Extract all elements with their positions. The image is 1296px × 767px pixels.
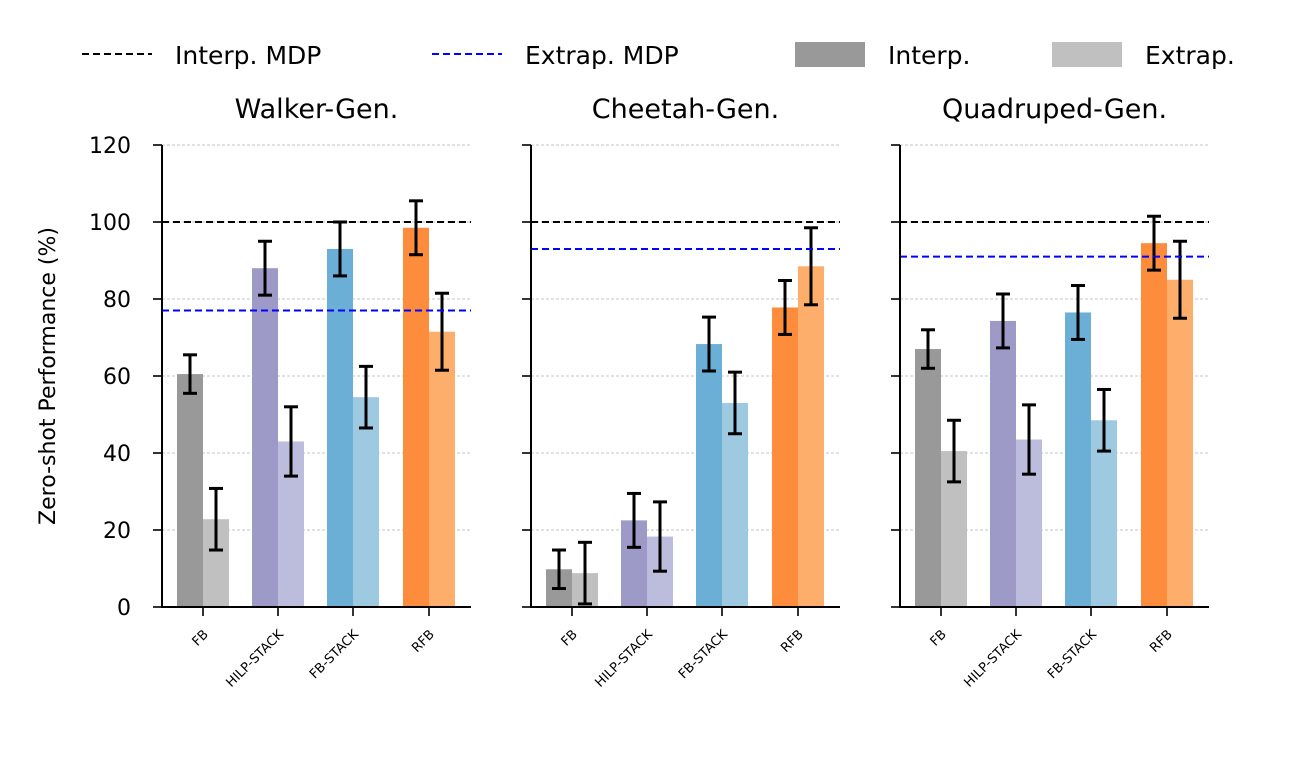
x-tick-label-hilp-stack: HILP-STACK xyxy=(593,627,657,691)
errbar-interp-hilp-stack xyxy=(996,292,1010,350)
bar-extrap-fb-stack xyxy=(722,402,748,607)
y-tick-label-0: 0 xyxy=(117,596,131,621)
x-tick-label-fb: FB xyxy=(928,627,950,649)
panel-title: Quadruped-Gen. xyxy=(942,94,1167,125)
errbar-interp-fb xyxy=(921,328,935,370)
legend-item-3: Extrap. xyxy=(1052,41,1235,70)
errbar-extrap-fb xyxy=(578,540,592,606)
errbar-extrap-rfb xyxy=(804,226,818,307)
x-tick-label-rfb: RFB xyxy=(778,627,807,656)
errbar-interp-fb-stack xyxy=(702,315,716,373)
x-tick-label-fb-stack: FB-STACK xyxy=(307,627,362,682)
legend-item-2: Interp. xyxy=(795,41,971,70)
legend-label-0: Interp. MDP xyxy=(175,41,321,70)
x-tick-label-fb: FB xyxy=(559,627,581,649)
bar-interp-rfb xyxy=(1141,243,1167,608)
bar-interp-rfb xyxy=(772,307,798,607)
x-tick-label-hilp-stack: HILP-STACK xyxy=(224,627,288,691)
errbar-extrap-fb xyxy=(209,486,223,552)
errbar-interp-hilp-stack xyxy=(258,239,272,297)
legend-item-0: Interp. MDP xyxy=(82,41,321,70)
bar-interp-fb xyxy=(915,349,941,607)
errbar-extrap-hilp-stack xyxy=(284,405,298,478)
errbar-extrap-fb-stack xyxy=(1097,387,1111,453)
bar-interp-fb-stack xyxy=(327,248,353,607)
errbar-extrap-rfb xyxy=(435,291,449,372)
y-axis-label: Zero-shot Performance (%) xyxy=(36,227,61,525)
y-tick-label-120: 120 xyxy=(89,134,131,159)
errbar-extrap-hilp-stack xyxy=(653,500,667,573)
errbar-extrap-hilp-stack xyxy=(1022,403,1036,476)
panel-0: FB HILP-STACK FB-STACK RFB 0 20 40 60 80 100 120 Wa… xyxy=(89,94,471,691)
bar-interp-fb xyxy=(177,374,203,607)
bar-interp-fb-stack xyxy=(1065,312,1091,607)
y-tick-label-40: 40 xyxy=(103,442,131,467)
bar-interp-fb-stack xyxy=(696,344,722,607)
panel-title: Cheetah-Gen. xyxy=(592,94,779,125)
bar-extrap-rfb xyxy=(798,266,824,607)
legend-label-2: Interp. xyxy=(888,41,971,70)
errbar-interp-rfb xyxy=(778,279,792,336)
x-tick-label-hilp-stack: HILP-STACK xyxy=(962,627,1026,691)
bar-extrap-rfb xyxy=(429,331,455,607)
bar-interp-rfb xyxy=(403,227,429,607)
errbar-interp-fb-stack xyxy=(1071,284,1085,341)
legend-label-3: Extrap. xyxy=(1145,41,1235,70)
errbar-interp-fb xyxy=(183,353,197,395)
x-tick-label-rfb: RFB xyxy=(409,627,438,656)
legend: Interp. MDP Extrap. MDP Interp. Extrap. xyxy=(82,41,1235,70)
errbar-interp-rfb xyxy=(1147,214,1161,272)
bar-interp-hilp-stack xyxy=(990,320,1016,607)
errbar-extrap-fb xyxy=(947,418,961,484)
panels: FB HILP-STACK FB-STACK RFB 0 20 40 60 80 100 120 Wa… xyxy=(89,94,1209,691)
legend-swatch-2 xyxy=(795,42,865,67)
panel-title: Walker-Gen. xyxy=(235,94,399,125)
bar-extrap-rfb xyxy=(1167,279,1193,607)
y-tick-label-100: 100 xyxy=(89,211,131,236)
errbar-extrap-rfb xyxy=(1173,239,1187,320)
legend-label-1: Extrap. MDP xyxy=(525,41,679,70)
x-tick-label-fb: FB xyxy=(190,627,212,649)
errbar-extrap-fb-stack xyxy=(728,370,742,436)
x-tick-label-fb-stack: FB-STACK xyxy=(676,627,731,682)
bar-extrap-fb-stack xyxy=(353,397,379,607)
x-tick-label-fb-stack: FB-STACK xyxy=(1045,627,1100,682)
y-tick-label-80: 80 xyxy=(103,288,131,313)
bar-interp-hilp-stack xyxy=(252,268,278,607)
y-tick-label-20: 20 xyxy=(103,519,131,544)
errbar-interp-rfb xyxy=(409,199,423,257)
x-tick-label-rfb: RFB xyxy=(1147,627,1176,656)
errbar-interp-fb xyxy=(552,548,566,591)
y-tick-label-60: 60 xyxy=(103,365,131,390)
legend-item-1: Extrap. MDP xyxy=(432,41,679,70)
panel-2: FB HILP-STACK FB-STACK RFB Quadruped-Gen. xyxy=(891,94,1209,691)
panel-1: FB HILP-STACK FB-STACK RFB Cheetah-Gen. xyxy=(522,94,840,691)
errbar-interp-hilp-stack xyxy=(627,491,641,549)
errbar-extrap-fb-stack xyxy=(359,364,373,430)
legend-swatch-3 xyxy=(1052,42,1122,67)
